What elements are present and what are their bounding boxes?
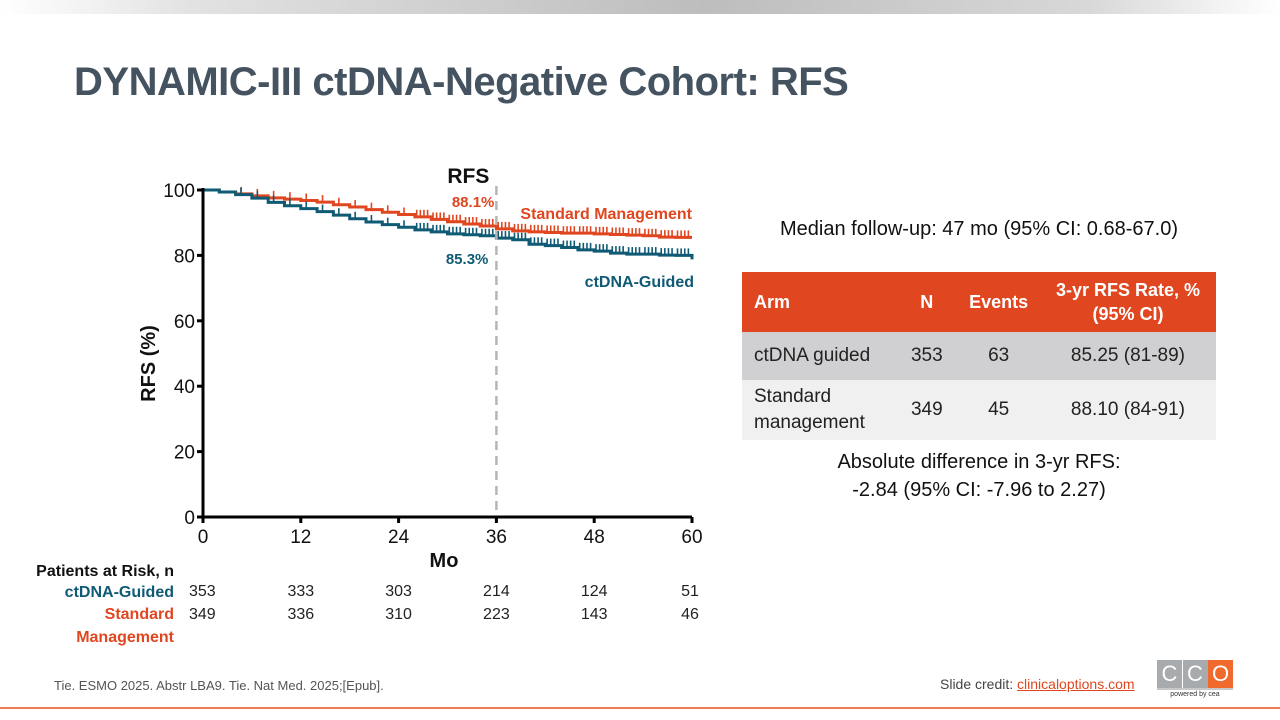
cell-rate: 85.25 (81-89) (1039, 332, 1216, 380)
footer-divider (0, 707, 1280, 709)
y-tick-label: 20 (174, 443, 195, 464)
x-tick-label: 36 (486, 527, 507, 548)
risk-value: 353 (189, 583, 216, 600)
risk-value: 46 (681, 606, 699, 623)
risk-value: 333 (287, 583, 315, 600)
x-axis-label: Mo (430, 550, 459, 572)
results-table: Arm N Events 3-yr RFS Rate, % (95% CI) c… (742, 272, 1216, 440)
y-tick-label: 0 (184, 508, 195, 529)
risk-value: 310 (385, 606, 412, 623)
slide-credit-link[interactable]: clinicaloptions.com (1017, 676, 1135, 692)
results-header-row: Arm N Events 3-yr RFS Rate, % (95% CI) (742, 272, 1216, 332)
x-tick-label: 0 (198, 527, 209, 548)
cell-n: 349 (896, 380, 958, 440)
absolute-difference-label: Absolute difference in 3-yr RFS: (837, 451, 1121, 473)
risk-value: 349 (189, 606, 216, 623)
risk-label-standard-1: Standard (104, 606, 174, 623)
table-row: Standard management 349 45 88.10 (84-91) (742, 380, 1216, 440)
y-tick-label: 100 (163, 181, 195, 202)
risk-value: 51 (681, 583, 699, 600)
x-tick-label: 48 (584, 527, 605, 548)
top-gradient-bar (0, 0, 1280, 14)
cell-n: 353 (896, 332, 958, 380)
citation: Tie. ESMO 2025. Abstr LBA9. Tie. Nat Med… (54, 678, 384, 693)
cell-events: 63 (957, 332, 1040, 380)
absolute-difference: Absolute difference in 3-yr RFS: -2.84 (… (742, 448, 1216, 504)
header-events: Events (957, 272, 1040, 332)
curve-standard-management (203, 188, 692, 239)
slide-credit: Slide credit: clinicaloptions.com (940, 676, 1135, 692)
risk-value: 336 (287, 606, 315, 623)
logo-letter-c1: C (1157, 660, 1182, 688)
header-arm: Arm (742, 272, 897, 332)
table-row: ctDNA guided 353 63 85.25 (81-89) (742, 332, 1216, 380)
risk-value: 214 (483, 583, 510, 600)
risk-label-ctdna: ctDNA-Guided (64, 584, 174, 601)
y-axis-label: RFS (%) (138, 325, 160, 402)
risk-label-standard-2: Management (76, 629, 174, 646)
y-tick-label: 40 (174, 377, 195, 398)
absolute-difference-value: -2.84 (95% CI: -7.96 to 2.27) (852, 479, 1106, 501)
median-followup: Median follow-up: 47 mo (95% CI: 0.68-67… (780, 218, 1178, 240)
logo-letter-c2: C (1182, 660, 1208, 688)
logo-underline (1157, 688, 1233, 690)
y-ticks: 0 20 40 60 80 100 (163, 181, 203, 529)
risk-table-title: Patients at Risk, n (36, 563, 174, 580)
cell-events: 45 (957, 380, 1040, 440)
legend-ctdna-guided: ctDNA-Guided (585, 274, 694, 291)
header-n: N (896, 272, 958, 332)
header-rate-line2: (95% CI) (1092, 304, 1164, 324)
x-tick-label: 24 (388, 527, 410, 548)
risk-value: 223 (483, 606, 510, 623)
risk-value: 303 (385, 583, 412, 600)
header-rate-line1: 3-yr RFS Rate, % (1055, 280, 1200, 300)
cell-rate: 88.10 (84-91) (1039, 380, 1216, 440)
x-tick-label: 60 (681, 527, 702, 548)
cco-logo: C C O powered by cea (1157, 660, 1233, 700)
slide-credit-label: Slide credit: (940, 676, 1018, 692)
ctdna-3yr-annotation: 85.3% (446, 251, 489, 268)
cell-arm: Standard management (742, 380, 897, 440)
slide-title: DYNAMIC-III ctDNA-Negative Cohort: RFS (74, 60, 849, 104)
x-tick-label: 12 (290, 527, 311, 548)
cell-arm-line1: Standard (754, 386, 832, 407)
logo-letter-o: O (1208, 660, 1233, 688)
km-curves (203, 186, 694, 260)
cell-arm: ctDNA guided (742, 332, 897, 380)
y-tick-label: 60 (174, 312, 195, 333)
y-tick-label: 80 (174, 246, 195, 267)
chart-title: RFS (447, 165, 489, 188)
legend-standard-management: Standard Management (520, 206, 692, 223)
header-rate: 3-yr RFS Rate, % (95% CI) (1039, 272, 1216, 332)
risk-value: 143 (580, 606, 608, 623)
logo-tagline: powered by cea (1170, 691, 1220, 698)
risk-value: 124 (580, 583, 608, 600)
curve-ctdna-guided (203, 188, 694, 260)
x-ticks: 0 12 24 36 48 60 (198, 517, 703, 548)
cell-arm-line2: management (754, 412, 865, 433)
standard-3yr-annotation: 88.1% (452, 194, 495, 211)
